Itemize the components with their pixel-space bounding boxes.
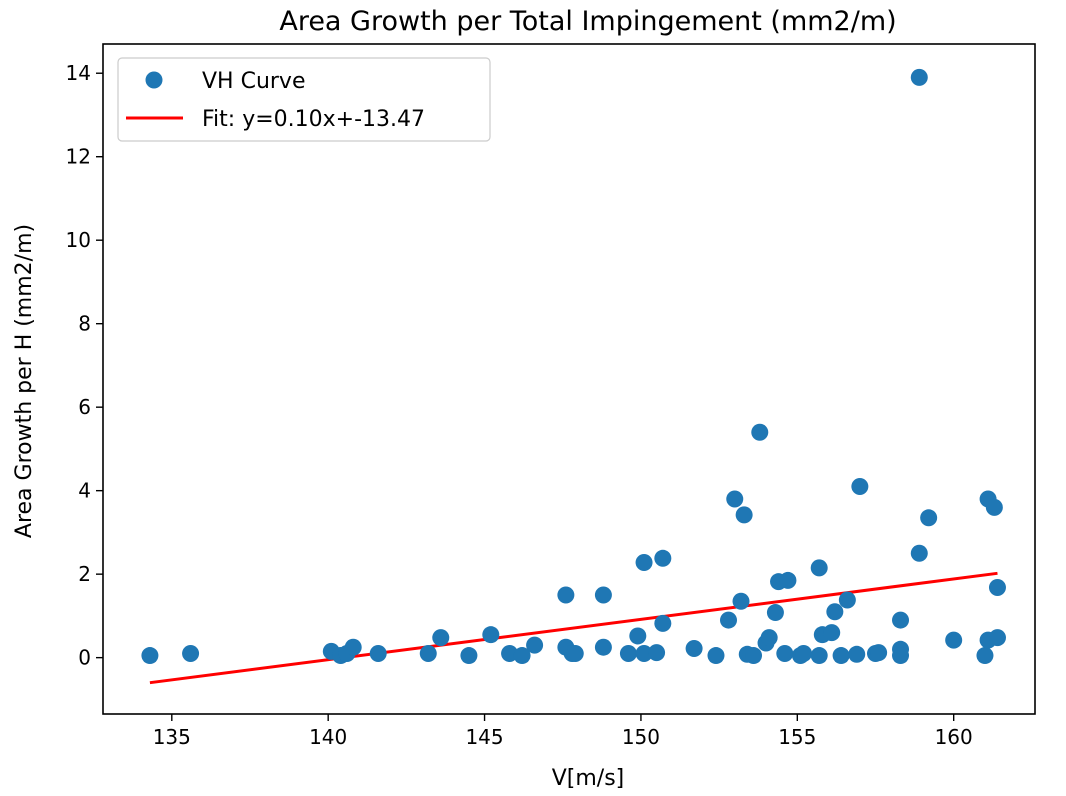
data-point [619, 644, 637, 662]
x-axis: 135 140 145 150 155 160 [153, 714, 973, 749]
data-point [988, 629, 1006, 647]
data-point [910, 544, 928, 562]
data-point [141, 647, 159, 665]
data-point [870, 644, 888, 662]
data-point [513, 647, 531, 665]
data-point [432, 629, 450, 647]
y-tick-label: 6 [78, 395, 91, 419]
data-point [745, 647, 763, 665]
y-tick-label: 12 [66, 145, 91, 169]
x-tick-label: 155 [778, 725, 816, 749]
data-point [760, 629, 778, 647]
x-tick-label: 160 [935, 725, 973, 749]
fit-line [149, 571, 998, 685]
y-tick-label: 8 [78, 312, 91, 336]
y-axis: 0 2 4 6 8 10 12 14 [66, 61, 103, 670]
data-point [344, 638, 362, 656]
data-point [654, 549, 672, 567]
data-point [566, 644, 584, 662]
data-point [826, 603, 844, 621]
data-point [460, 647, 478, 665]
y-axis-label: Area Growth per H (mm2/m) [12, 224, 37, 538]
plot-area [102, 43, 1036, 715]
data-point [594, 638, 612, 656]
legend-label-fit: Fit: y=0.10x+-13.47 [202, 107, 425, 132]
data-point [720, 611, 738, 629]
data-point [795, 644, 813, 662]
data-point [526, 636, 544, 654]
data-point [635, 553, 653, 571]
data-point [629, 627, 647, 645]
data-point [976, 647, 994, 665]
x-tick-label: 145 [465, 725, 503, 749]
legend-label-vh-curve: VH Curve [202, 69, 306, 94]
data-point [654, 614, 672, 632]
x-tick-label: 140 [309, 725, 347, 749]
data-point [726, 490, 744, 508]
data-point [732, 592, 750, 610]
y-tick-label: 0 [78, 646, 91, 670]
data-point [810, 559, 828, 577]
data-point [776, 644, 794, 662]
data-point [685, 639, 703, 657]
y-tick-label: 10 [66, 228, 91, 252]
data-point [419, 644, 437, 662]
chart-title: Area Growth per Total Impingement (mm2/m… [279, 6, 896, 37]
data-point [892, 647, 910, 665]
data-point [635, 644, 653, 662]
data-point [823, 624, 841, 642]
data-point [985, 498, 1003, 516]
data-point [832, 647, 850, 665]
data-point [369, 644, 387, 662]
data-point [182, 644, 200, 662]
data-point [735, 506, 753, 524]
data-point [501, 644, 519, 662]
data-point [848, 645, 866, 663]
x-axis-label: V[m/s] [552, 766, 625, 791]
data-point [707, 647, 725, 665]
data-point [751, 423, 769, 441]
data-point [988, 579, 1006, 597]
data-point [838, 591, 856, 609]
data-point [945, 631, 963, 649]
scatter-points-layer [141, 68, 1006, 665]
data-point [779, 571, 797, 589]
data-point [851, 477, 869, 495]
legend: VH Curve Fit: y=0.10x+-13.47 [117, 57, 491, 142]
data-point [594, 586, 612, 604]
legend-box [117, 57, 491, 142]
y-tick-label: 2 [78, 562, 91, 586]
data-point [892, 611, 910, 629]
y-tick-label: 4 [78, 479, 91, 503]
data-point [557, 586, 575, 604]
x-tick-label: 150 [622, 725, 660, 749]
data-point [920, 509, 938, 527]
data-point [482, 626, 500, 644]
data-point [648, 644, 666, 662]
data-point [766, 604, 784, 622]
fit-line-layer [149, 571, 998, 685]
data-point [910, 68, 928, 86]
x-tick-label: 135 [153, 725, 191, 749]
y-tick-label: 14 [66, 61, 91, 85]
data-point [810, 647, 828, 665]
legend-marker-vh-curve [145, 71, 163, 89]
